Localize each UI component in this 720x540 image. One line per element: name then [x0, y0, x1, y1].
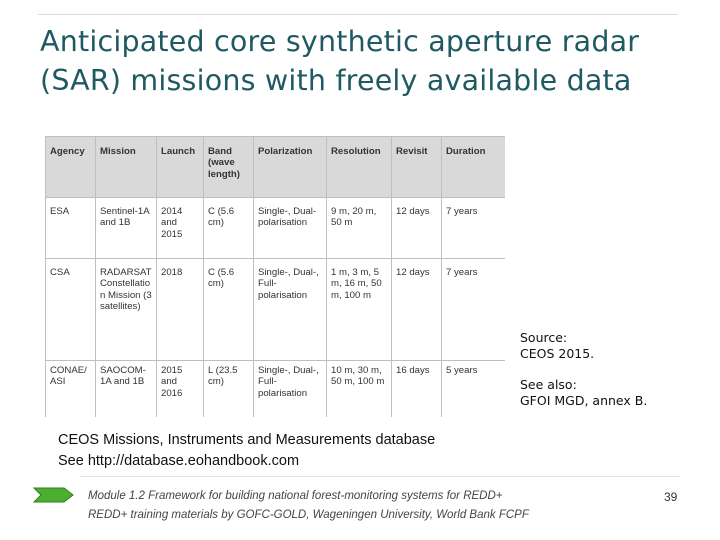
cell-mission: Sentinel-1A and 1B [95, 197, 157, 259]
top-divider [38, 14, 678, 15]
cell-band: L (23.5 cm) [203, 360, 254, 417]
see-also-label: See also: [520, 377, 577, 392]
column-header-resolution: Resolution [326, 136, 392, 198]
sar-missions-table: Agency Mission Launch Band (wave length)… [45, 136, 505, 417]
table-row: CSA RADARSAT Constellation Mission (3 sa… [45, 258, 505, 361]
cell-revisit: 12 days [391, 197, 442, 259]
cell-revisit: 12 days [391, 258, 442, 361]
column-header-duration: Duration [441, 136, 505, 198]
cell-duration: 7 years [441, 197, 505, 259]
slide-title-line-1: Anticipated core synthetic aperture rada… [40, 25, 640, 58]
cell-band: C (5.6 cm) [203, 258, 254, 361]
source-citation: CEOS 2015. [520, 346, 595, 361]
cell-mission: RADARSAT Constellation Mission (3 satell… [95, 258, 157, 361]
cell-agency: ESA [45, 197, 96, 259]
cell-duration: 5 years [441, 360, 505, 417]
source-label: Source: [520, 330, 568, 345]
cell-agency: CONAE/ASI [45, 360, 96, 417]
cell-agency: CSA [45, 258, 96, 361]
cell-resolution: 1 m, 3 m, 5 m, 16 m, 50 m, 100 m [326, 258, 392, 361]
cell-resolution: 10 m, 30 m, 50 m, 100 m [326, 360, 392, 417]
footer-divider [80, 476, 680, 477]
ceos-database-note: CEOS Missions, Instruments and Measureme… [58, 430, 658, 471]
table-row: CONAE/ASI SAOCOM-1A and 1B 2015 and 2016… [45, 360, 505, 417]
cell-polarization: Single-, Dual-polarisation [253, 197, 327, 259]
column-header-agency: Agency [45, 136, 96, 198]
cell-polarization: Single-, Dual-, Full-polarisation [253, 258, 327, 361]
footer-line-2: REDD+ training materials by GOFC-GOLD, W… [88, 509, 529, 521]
footer-line-1: Module 1.2 Framework for building nation… [88, 490, 503, 502]
cell-launch: 2014 and 2015 [156, 197, 204, 259]
see-also-text: GFOI MGD, annex B. [520, 393, 648, 408]
table-row: ESA Sentinel-1A and 1B 2014 and 2015 C (… [45, 197, 505, 259]
slide-title: Anticipated core synthetic aperture rada… [40, 22, 700, 100]
page-number: 39 [664, 490, 678, 504]
cell-duration: 7 years [441, 258, 505, 361]
cell-band: C (5.6 cm) [203, 197, 254, 259]
cell-mission: SAOCOM-1A and 1B [95, 360, 157, 417]
column-header-mission: Mission [95, 136, 157, 198]
source-note: Source: CEOS 2015. See also: GFOI MGD, a… [520, 330, 710, 424]
ceos-line-2: See http://database.eohandbook.com [58, 452, 300, 469]
cell-polarization: Single-, Dual-, Full-polarisation [253, 360, 327, 417]
ceos-line-1: CEOS Missions, Instruments and Measureme… [58, 432, 436, 448]
slide-title-line-2: (SAR) missions with freely available dat… [40, 64, 632, 97]
cell-revisit: 16 days [391, 360, 442, 417]
column-header-revisit: Revisit [391, 136, 442, 198]
mission-table-image: Agency Mission Launch Band (wave length)… [45, 136, 505, 417]
column-header-polarization: Polarization [253, 136, 327, 198]
green-arrow-icon [32, 487, 74, 503]
cell-launch: 2018 [156, 258, 204, 361]
column-header-launch: Launch [156, 136, 204, 198]
table-header-row: Agency Mission Launch Band (wave length)… [45, 136, 505, 198]
cell-launch: 2015 and 2016 [156, 360, 204, 417]
cell-resolution: 9 m, 20 m, 50 m [326, 197, 392, 259]
footer-text: Module 1.2 Framework for building nation… [88, 487, 628, 525]
column-header-band: Band (wave length) [203, 136, 254, 198]
